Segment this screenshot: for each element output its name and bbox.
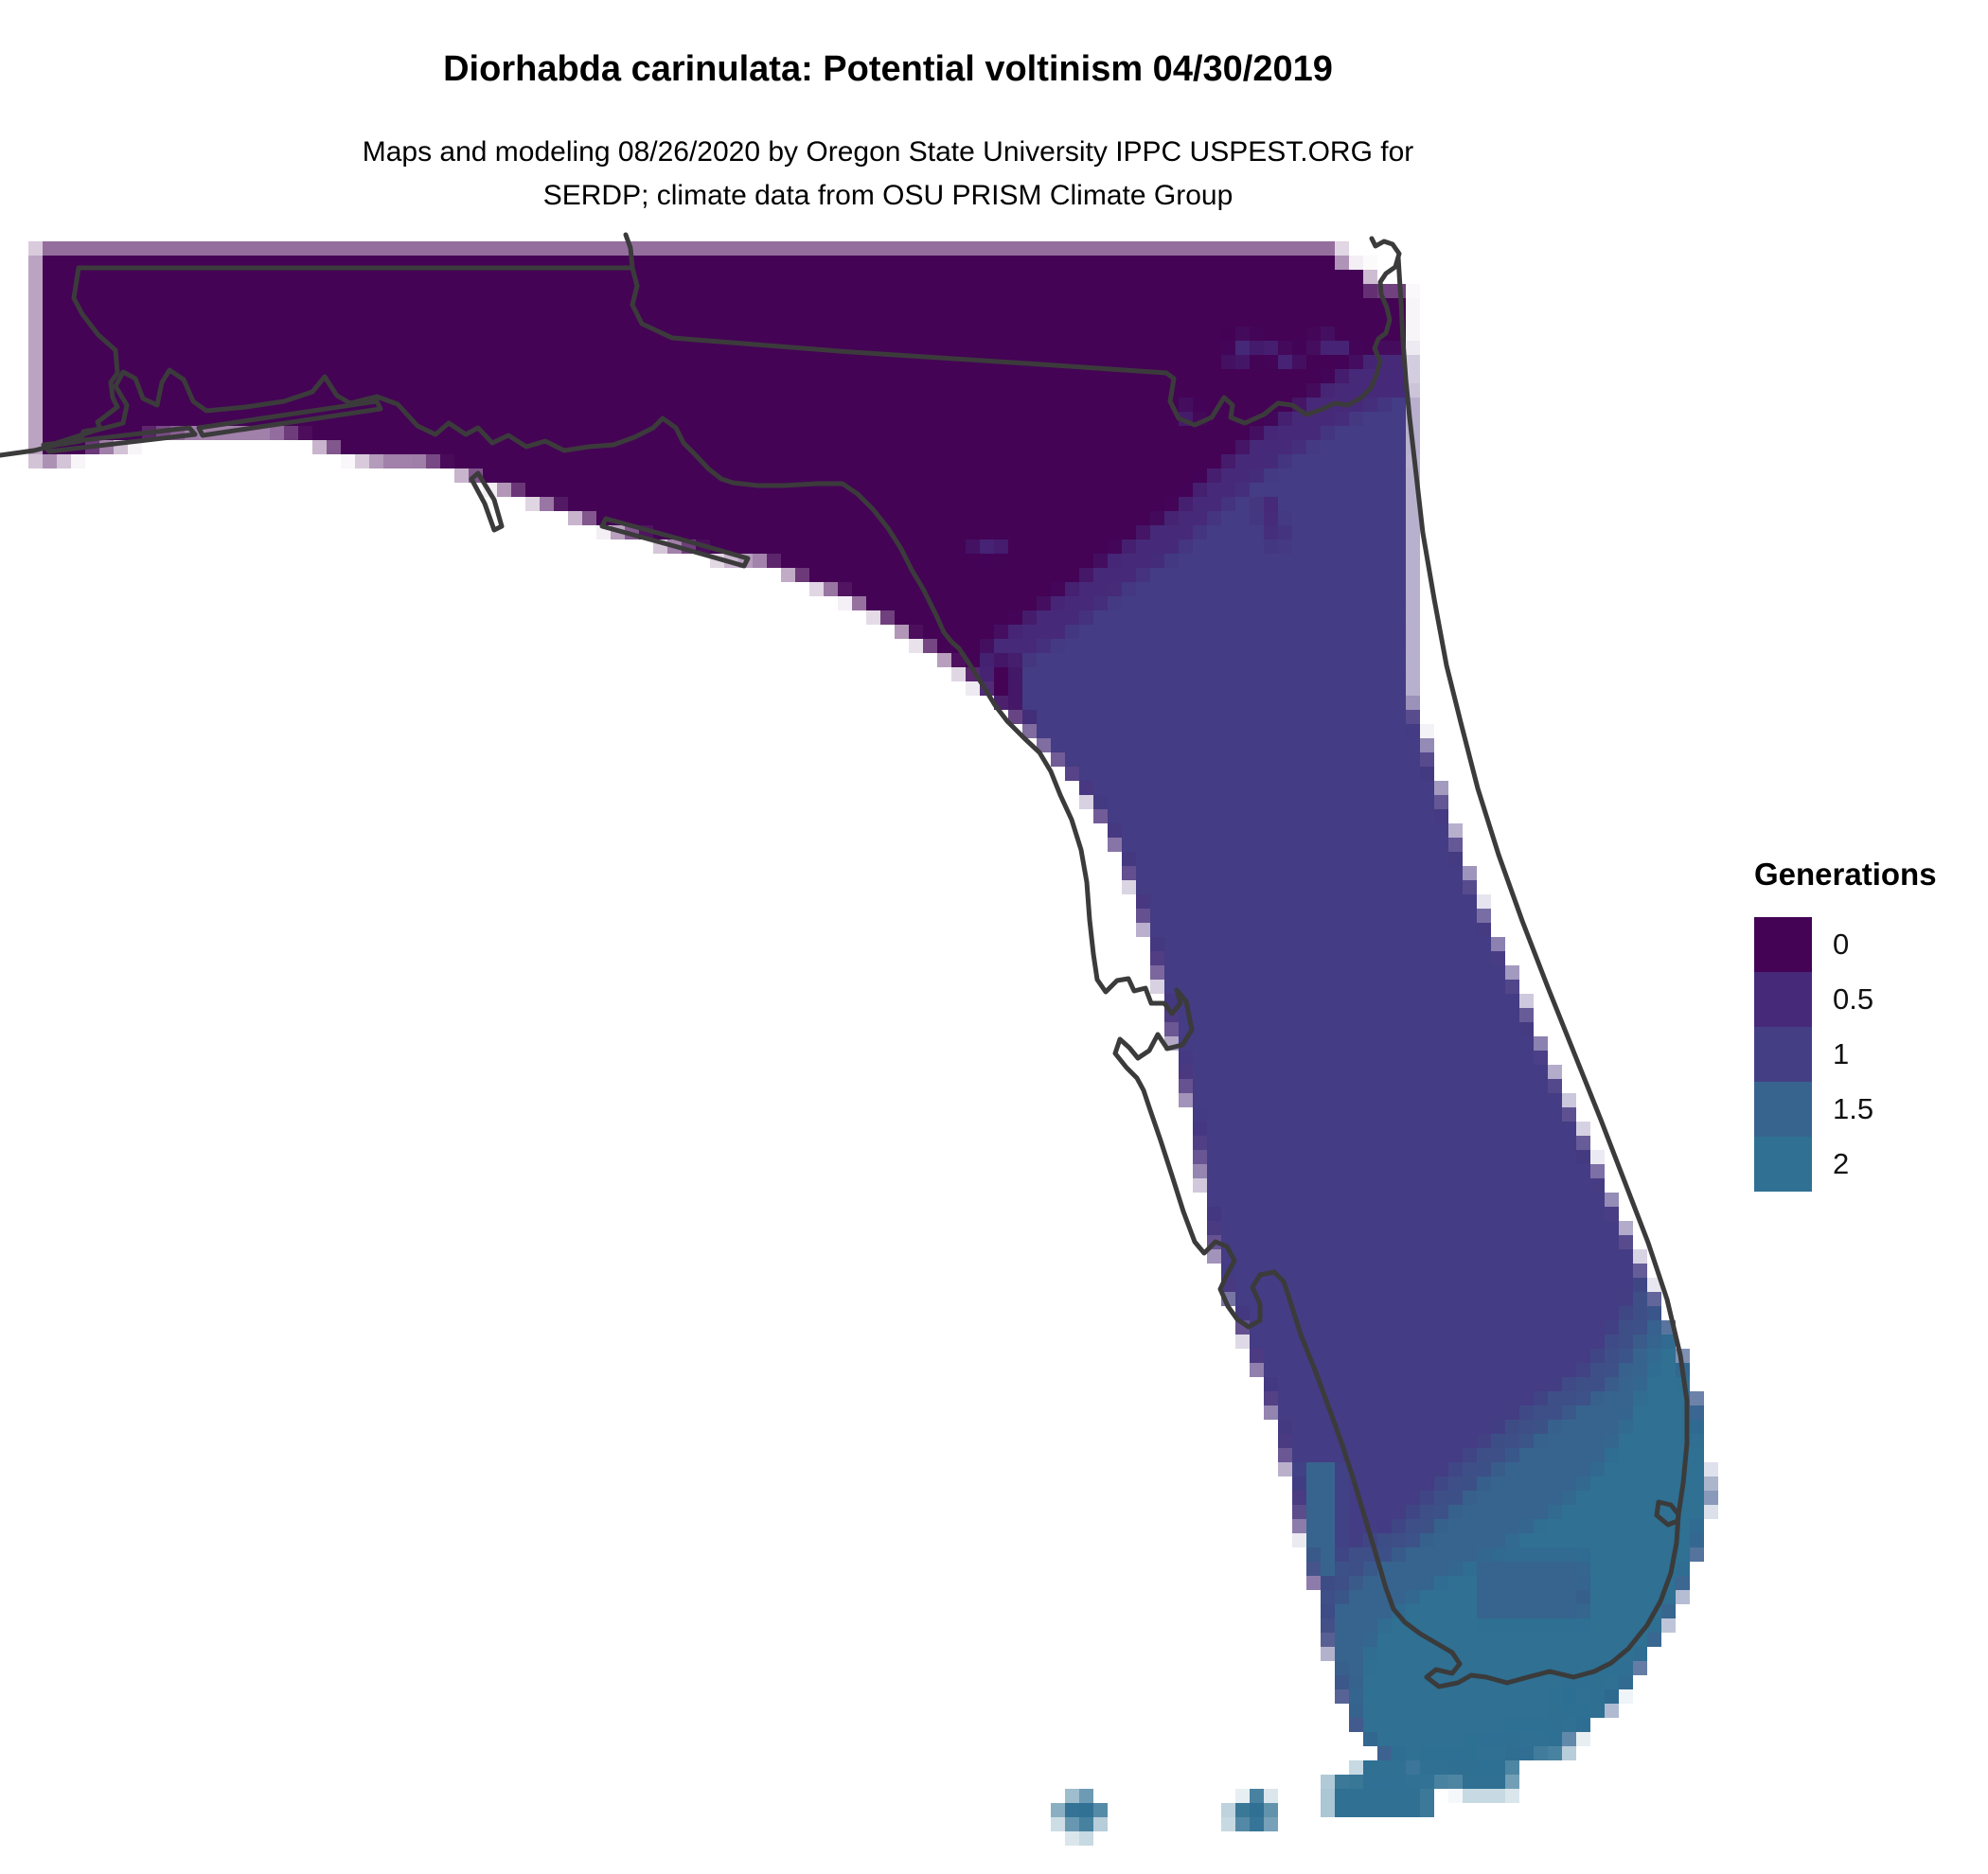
legend-item-0: 0 <box>1754 917 1937 972</box>
barrier-island-outline-0 <box>41 425 198 454</box>
legend-swatch-0.5 <box>1754 972 1812 1027</box>
legend-rows: 0 0.5 1 1.5 2 <box>1754 917 1937 1192</box>
legend-title: Generations <box>1754 857 1937 892</box>
barrier-island-outline-2 <box>599 516 751 569</box>
state-boundary-segment-1 <box>76 236 1402 428</box>
page-subtitle-line2: SERDP; climate data from OSU PRISM Clima… <box>542 180 1234 211</box>
barrier-island-outline-1 <box>196 398 383 438</box>
legend: Generations 0 0.5 1 1.5 2 <box>1754 857 1937 1192</box>
page-title: Diorhabda carinulata: Potential voltinis… <box>443 49 1333 89</box>
state-boundary-segment-3 <box>54 255 1690 1689</box>
legend-item-1.5: 1.5 <box>1754 1082 1937 1137</box>
legend-label: 1 <box>1833 1037 1850 1070</box>
legend-swatch-2 <box>1754 1137 1812 1192</box>
legend-swatch-0 <box>1754 917 1812 972</box>
legend-swatch-1 <box>1754 1027 1812 1082</box>
legend-item-1: 1 <box>1754 1027 1937 1082</box>
legend-label: 1.5 <box>1833 1092 1874 1125</box>
page-subtitle-line1: Maps and modeling 08/26/2020 by Oregon S… <box>362 136 1414 168</box>
legend-item-2: 2 <box>1754 1137 1937 1192</box>
legend-label: 0 <box>1833 928 1850 961</box>
legend-swatch-1.5 <box>1754 1082 1812 1137</box>
legend-label: 0.5 <box>1833 982 1874 1016</box>
state-boundary-segment-0 <box>623 232 635 271</box>
barrier-island-outline-3 <box>469 470 505 533</box>
legend-item-0.5: 0.5 <box>1754 972 1937 1027</box>
legend-label: 2 <box>1833 1147 1850 1180</box>
page-subtitle: Maps and modeling 08/26/2020 by Oregon S… <box>0 131 1776 218</box>
